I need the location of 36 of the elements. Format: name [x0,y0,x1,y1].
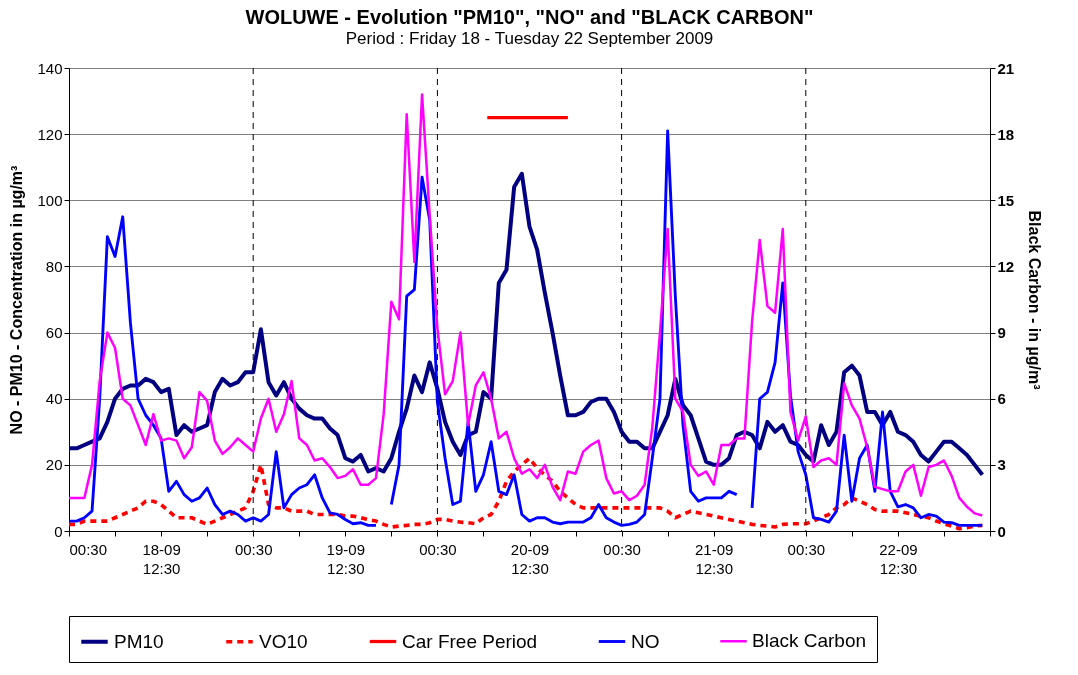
x-tick-label: 19-09 12:30 [326,540,365,577]
line-series [67,171,985,477]
chart-subtitle: Period : Friday 18 - Tuesday 22 September 2009 [345,29,714,48]
x-tick-label: 18-09 12:30 [142,540,181,577]
y2-tick-label: 6 [997,390,1006,408]
y-tick-label: 80 [45,257,63,275]
chart-title: WOLUWE - Evolution "PM10", "NO" and "BLACK CARBON" [245,6,814,28]
y2-tick-label: 21 [997,59,1015,77]
x-tick-label: 00:30 [234,540,273,558]
x-tick-label: 00:30 [69,540,108,558]
y-axis-title: NO - PM10 - Concentration in µg/m³ [8,165,26,435]
y2-tick-label: 15 [997,191,1015,209]
x-tick-label: 20-09 12:30 [510,540,550,577]
y2-tick-label: 0 [997,522,1006,540]
y2-tick-label: 3 [997,456,1006,474]
legend-label: PM10 [114,630,164,652]
legend-label: NO [631,630,660,652]
y2-tick-label: 12 [997,257,1015,275]
y-tick-label: 120 [37,125,63,143]
y-tick-label: 0 [54,522,63,540]
legend-label: VO10 [259,630,308,652]
x-tick-label: 00:30 [419,540,457,558]
y-tick-label: 40 [45,390,63,408]
y-tick-label: 60 [45,324,63,342]
legend-label: Car Free Period [402,630,538,652]
y2-axis-title: Black Carbon - in µg/m³ [1026,210,1044,390]
x-tick-label: 21-09 12:30 [695,540,734,577]
legend-label: Black Carbon [752,630,867,652]
x-tick-label: 22-09 12:30 [879,540,918,577]
y-tick-label: 20 [45,456,63,474]
x-tick-label: 00:30 [787,540,826,558]
y2-tick-label: 9 [997,324,1006,342]
y2-tick-label: 18 [997,125,1015,143]
y-tick-label: 100 [37,191,63,209]
x-tick-label: 00:30 [603,540,641,558]
y-tick-label: 140 [37,59,63,77]
